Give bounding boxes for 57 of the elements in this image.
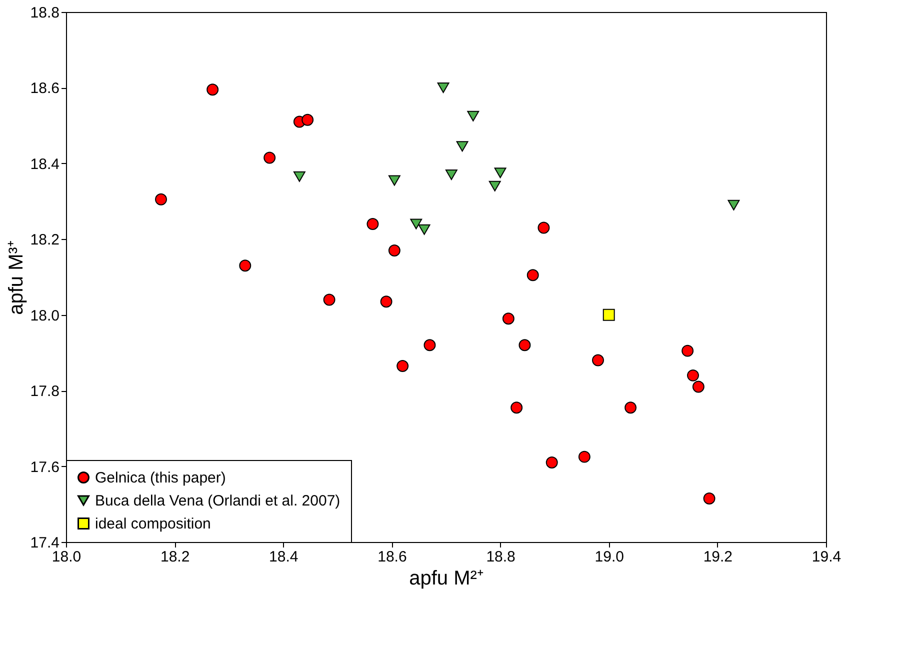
point — [682, 344, 694, 357]
point — [396, 360, 409, 372]
legend-label: Buca della Vena (Orlandi et al. 2007) — [95, 492, 340, 510]
point — [424, 339, 436, 352]
point — [445, 170, 458, 180]
point — [518, 339, 531, 352]
point — [687, 369, 699, 382]
y-tick-label: 18.8 — [30, 4, 60, 22]
y-tick-label: 18.0 — [30, 307, 60, 324]
point — [388, 175, 400, 186]
point — [467, 110, 480, 122]
x-tick-label: 18.4 — [269, 548, 298, 566]
point — [293, 171, 306, 182]
point — [456, 141, 468, 152]
point — [264, 152, 276, 164]
point — [510, 402, 523, 414]
y-axis-title: apfu M³⁺ — [5, 240, 28, 315]
point — [703, 492, 716, 504]
x-tick-label: 19.4 — [812, 548, 842, 566]
point — [692, 380, 704, 393]
point — [388, 244, 400, 256]
point — [366, 218, 379, 230]
y-tick-label: 18.2 — [30, 232, 60, 249]
point — [526, 269, 539, 282]
point — [239, 260, 252, 272]
point — [488, 180, 501, 192]
point — [494, 168, 506, 178]
point — [206, 84, 219, 96]
point — [437, 82, 450, 93]
y-tick-label: 17.8 — [30, 383, 60, 400]
point — [410, 218, 422, 230]
x-tick-label: 18.2 — [160, 548, 190, 566]
point — [728, 200, 740, 210]
x-tick-label: 18.0 — [52, 548, 82, 566]
y-tick-label: 18.6 — [30, 80, 60, 98]
x-tick-label: 18.6 — [378, 548, 407, 566]
point — [418, 224, 430, 235]
point — [380, 296, 392, 308]
legend-label: ideal composition — [95, 516, 211, 532]
point — [155, 193, 167, 206]
legend-label: Gelnica (this paper) — [95, 470, 226, 486]
point — [323, 294, 336, 306]
y-tick-label: 18.4 — [30, 156, 60, 173]
y-tick-label: 17.4 — [30, 534, 60, 552]
point — [624, 402, 637, 414]
y-tick-label: 17.6 — [30, 458, 60, 476]
x-tick-label: 18.8 — [486, 548, 516, 566]
point — [578, 450, 590, 463]
point — [602, 308, 615, 321]
point — [302, 114, 314, 126]
x-tick-label: 19.2 — [703, 548, 733, 566]
point — [592, 354, 604, 366]
x-axis-title: apfu M²⁺ — [409, 568, 484, 590]
point — [538, 222, 550, 234]
x-tick-label: 19.0 — [594, 548, 624, 566]
point — [546, 456, 558, 468]
point — [502, 312, 514, 325]
